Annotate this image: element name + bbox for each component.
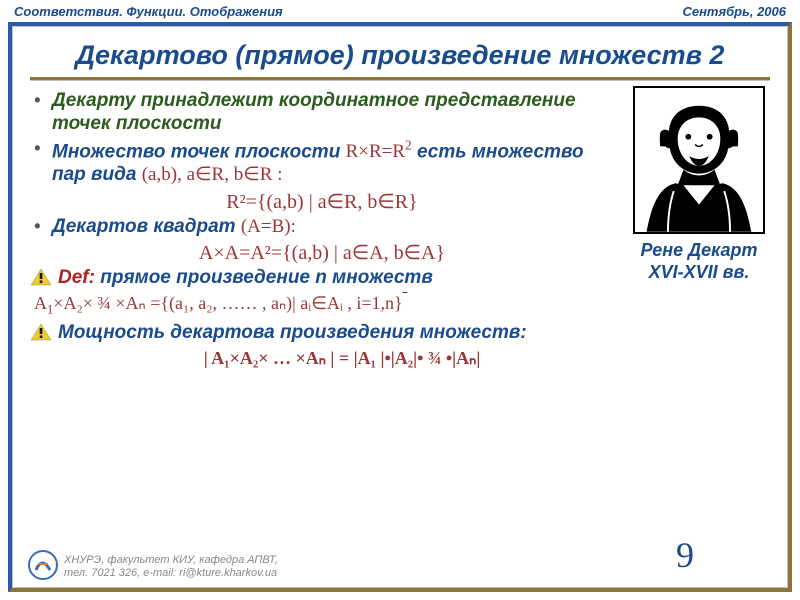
formula-1: R²={(a,b) | a∈R, b∈R} xyxy=(34,189,610,214)
cardinality-row: Мощность декартова произведения множеств… xyxy=(34,322,770,344)
def-keyword: Def: xyxy=(58,267,100,288)
footer: ХНУРЭ, факультет КИУ, кафедра АПВТ, тел.… xyxy=(28,550,772,580)
formula-3: A1×A₂× ¾ ×Aₙ ={(a₁, a₂, …… , aₙ)| aᵢ∈Aᵢ … xyxy=(34,293,770,318)
bullet-5: Мощность декартова произведения множеств… xyxy=(58,322,527,343)
def-rest: прямое произведение n множеств xyxy=(100,267,433,288)
footer-line-2: тел. 7021 326, e-mail: ri@kture.kharkov.… xyxy=(64,567,277,579)
warning-icon xyxy=(30,323,52,341)
bullet-1: Декарту принадлежит координатное предста… xyxy=(34,90,594,136)
def-row: Def: прямое произведение n множеств xyxy=(34,267,770,289)
header-left: Соответствия. Функции. Отображения xyxy=(14,4,283,19)
bullet-3: Декартов квадрат (A=B): xyxy=(34,216,770,239)
warning-icon xyxy=(30,268,52,286)
b3-pre: Декартов квадрат xyxy=(52,216,241,237)
descartes-icon xyxy=(635,88,763,232)
portrait-block: Рене Декарт XVI-XVII вв. xyxy=(624,86,774,283)
slide-title: Декартово (прямое) произведение множеств… xyxy=(12,26,788,75)
slide-frame: Декартово (прямое) произведение множеств… xyxy=(8,22,792,592)
content-area: Рене Декарт XVI-XVII вв. Декарту принадл… xyxy=(12,80,788,369)
b2-pre: Множество точек плоскости xyxy=(52,141,346,162)
portrait-image xyxy=(633,86,765,234)
b3-set: (A=B): xyxy=(241,216,296,237)
footer-logo-icon xyxy=(28,550,58,580)
top-header: Соответствия. Функции. Отображения Сентя… xyxy=(0,0,800,19)
page-number: 9 xyxy=(676,534,694,576)
footer-text: ХНУРЭ, факультет КИУ, кафедра АПВТ, тел.… xyxy=(64,554,278,580)
header-right: Сентябрь, 2006 xyxy=(682,4,786,19)
bullet-list-2: Декартов квадрат (A=B): xyxy=(34,216,770,239)
def-line: Def: прямое произведение n множеств xyxy=(58,267,433,288)
b2-formula-inline: R×R=R2 xyxy=(346,141,412,162)
formula-4: | A₁×A₂× … ×Aₙ | = |A₁ |•|A₂|• ¾ •|Aₙ| xyxy=(34,348,650,369)
formula-2: A×A=A²={(a,b) | a∈A, b∈A} xyxy=(34,240,610,265)
bullet-2: Множество точек плоскости R×R=R2 есть мн… xyxy=(34,138,594,187)
portrait-name: Рене Декарт xyxy=(640,240,757,260)
b2-set: (a,b), a∈R, b∈R : xyxy=(142,164,283,185)
footer-line-1: ХНУРЭ, факультет КИУ, кафедра АПВТ, xyxy=(64,554,278,566)
